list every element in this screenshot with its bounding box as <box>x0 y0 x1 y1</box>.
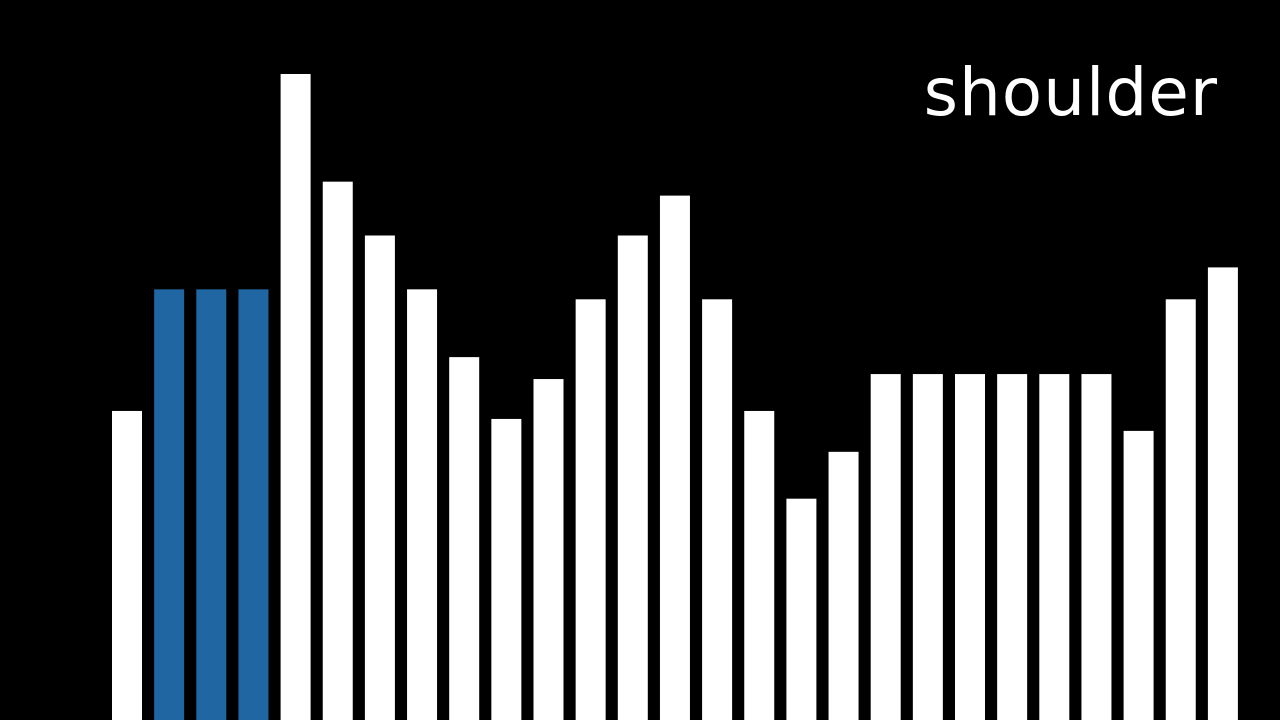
bar <box>702 299 733 720</box>
bar-highlighted <box>196 289 227 720</box>
bar <box>533 379 564 720</box>
bar <box>617 235 648 720</box>
bar <box>1039 374 1070 720</box>
bar <box>322 181 353 720</box>
bar <box>744 410 775 720</box>
bar <box>112 410 142 720</box>
bar <box>491 418 522 720</box>
bar <box>449 357 480 720</box>
bar <box>1081 374 1112 720</box>
word-label: shoulder <box>923 54 1218 131</box>
bar <box>575 299 606 720</box>
bar <box>1123 430 1154 720</box>
bar <box>280 73 311 720</box>
bar <box>997 374 1028 720</box>
bar <box>1207 267 1238 720</box>
bar <box>870 374 901 720</box>
bar <box>364 235 395 720</box>
bar <box>659 195 690 720</box>
bar <box>955 374 985 720</box>
bar <box>828 451 859 720</box>
bar <box>1165 299 1196 720</box>
bar <box>912 374 943 720</box>
bar <box>407 289 438 720</box>
bar-highlighted <box>238 289 269 720</box>
bar <box>786 498 817 720</box>
bar-highlighted <box>154 289 185 720</box>
